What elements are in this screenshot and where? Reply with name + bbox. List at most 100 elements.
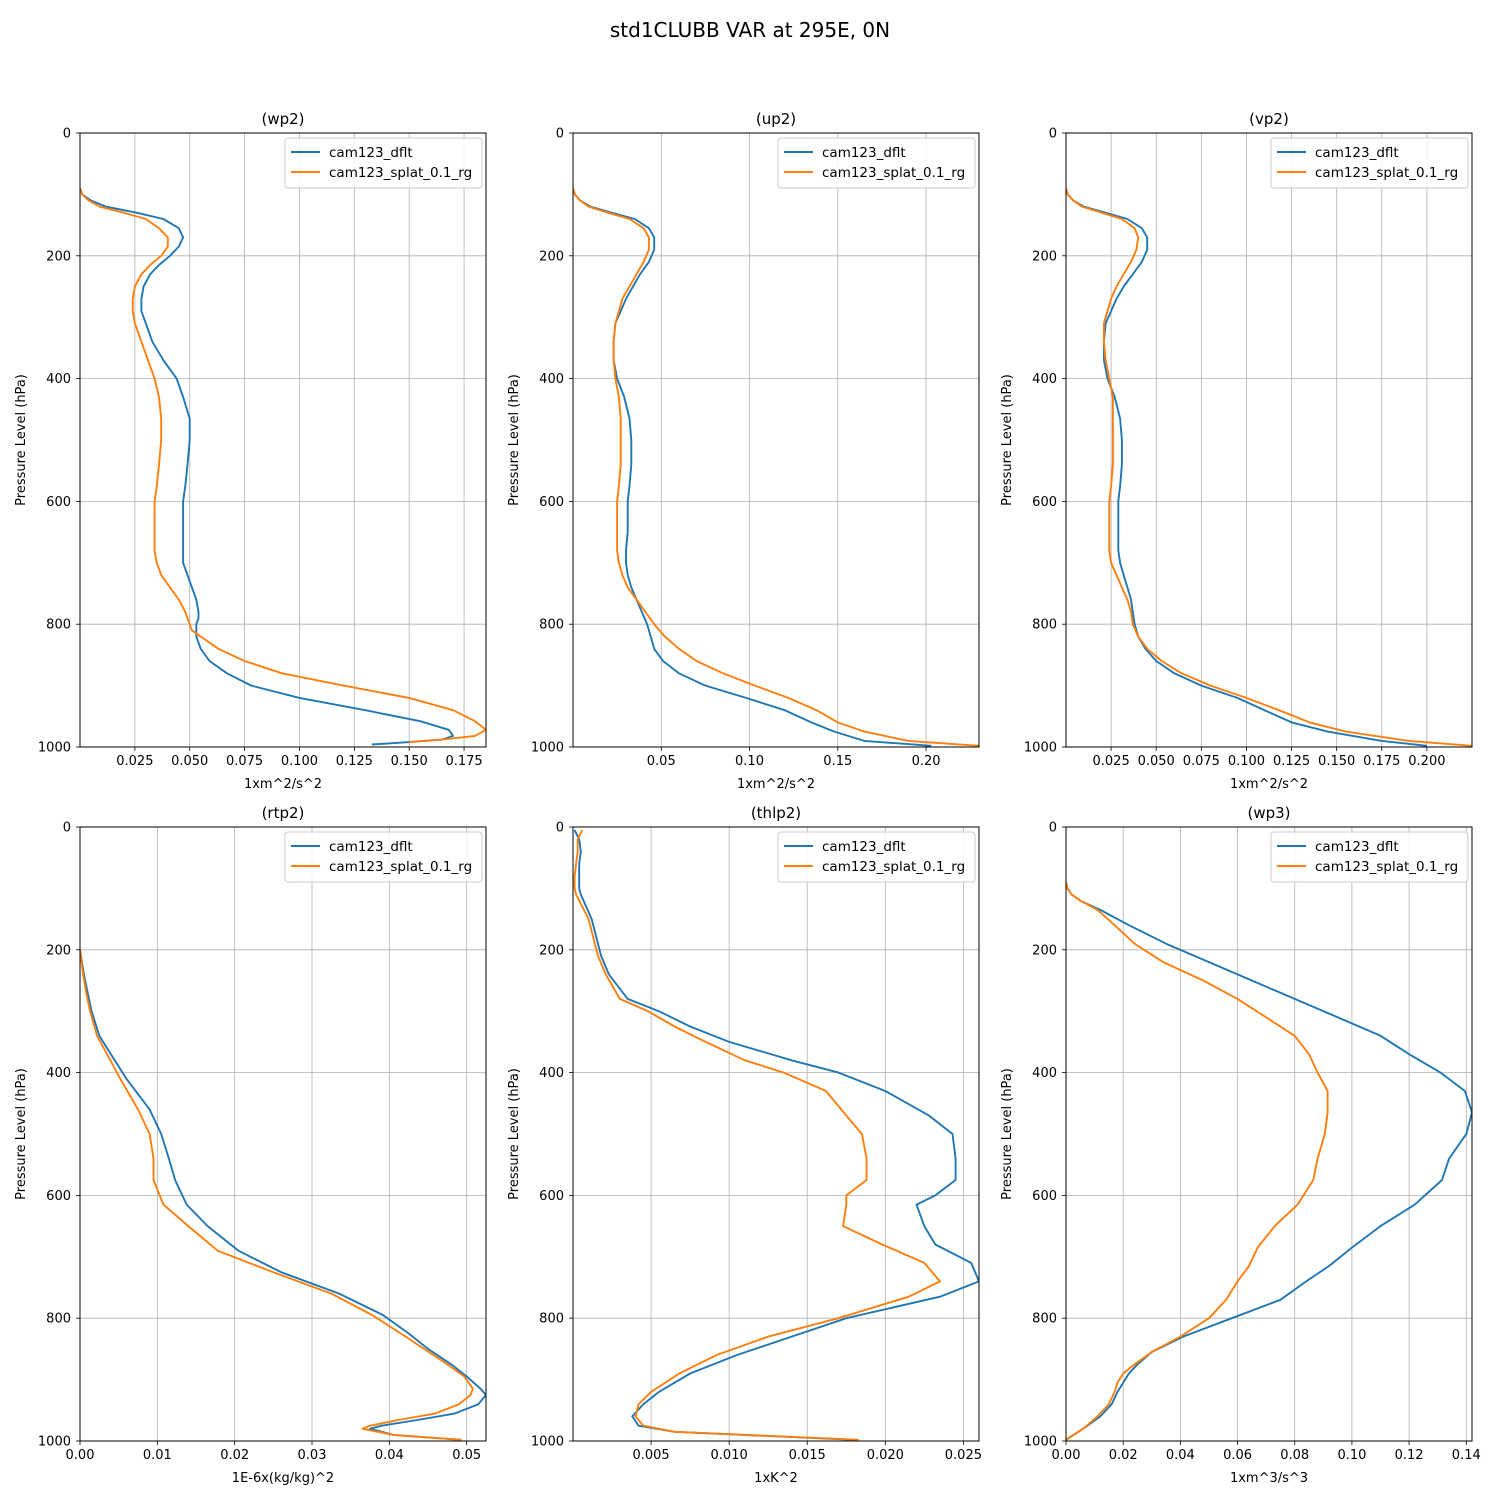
x-tick-label: 0.12 (1395, 1448, 1424, 1463)
x-tick-label: 0.075 (226, 754, 263, 769)
legend-entry: cam123_splat_0.1_rg (822, 859, 965, 875)
series-line-cam123_splat_0.1_rg (1066, 882, 1329, 1441)
x-tick-label: 0.025 (1093, 754, 1130, 769)
legend-entry: cam123_dflt (1315, 145, 1399, 161)
legend-entry: cam123_splat_0.1_rg (329, 859, 472, 875)
y-tick-label: 1000 (531, 1435, 564, 1450)
y-axis-label: Pressure Level (hPa) (14, 1068, 29, 1200)
x-axis-label: 1xm^2/s^2 (244, 777, 322, 792)
plot-frame (1065, 826, 1473, 1442)
chart-panel-thlp2: 0.005 0.010 0.015 0.020 0.025 0 200 400 600 800 10… (507, 804, 982, 1486)
y-tick-label: 1000 (38, 1435, 71, 1450)
x-axis-label: 1E-6x(kg/kg)^2 (232, 1471, 334, 1486)
legend-entry: cam123_dflt (329, 145, 413, 161)
series-line-cam123_dflt (1066, 188, 1428, 747)
x-tick-label: 0.02 (220, 1448, 249, 1463)
legend-box (1270, 137, 1469, 189)
x-tick-label: 0.14 (1452, 1448, 1481, 1463)
x-tick-label: 0.125 (1273, 754, 1310, 769)
x-tick-label: 0.150 (391, 754, 428, 769)
x-tick-label: 0.20 (912, 754, 941, 769)
y-tick-label: 0 (556, 821, 564, 836)
legend-entry: cam123_dflt (329, 839, 413, 855)
y-tick-label: 400 (46, 372, 71, 387)
legend-entry: cam123_dflt (822, 839, 906, 855)
x-tick-label: 0.050 (171, 754, 208, 769)
y-tick-label: 1000 (1024, 741, 1057, 756)
series-line-cam123_dflt (573, 188, 932, 747)
x-tick-label: 0.150 (1318, 754, 1355, 769)
plot-frame (572, 826, 980, 1442)
panel-title: (wp2) (261, 110, 304, 128)
y-tick-label: 200 (46, 249, 71, 264)
series-line-cam123_splat_0.1_rg (80, 949, 474, 1441)
legend-box (1270, 831, 1469, 883)
y-tick-label: 400 (539, 372, 564, 387)
y-tick-label: 200 (1032, 943, 1057, 958)
x-tick-label: 0.15 (823, 754, 852, 769)
x-tick-label: 0.01 (143, 1448, 172, 1463)
x-tick-label: 0.100 (1228, 754, 1265, 769)
y-tick-label: 200 (1032, 249, 1057, 264)
y-tick-label: 800 (1032, 1312, 1057, 1327)
x-tick-label: 0.02 (1109, 1448, 1138, 1463)
series-line-cam123_splat_0.1_rg (1066, 188, 1472, 747)
plot-frame (79, 826, 487, 1442)
x-tick-label: 0.04 (1166, 1448, 1195, 1463)
legend-entry: cam123_splat_0.1_rg (1315, 165, 1458, 181)
legend: cam123_dflt cam123_splat_0.1_rg (284, 137, 483, 189)
y-tick-label: 800 (539, 1312, 564, 1327)
x-tick-label: 0.10 (735, 754, 764, 769)
panel-title: (rtp2) (262, 804, 305, 822)
y-tick-label: 400 (46, 1066, 71, 1081)
y-tick-label: 800 (1032, 618, 1057, 633)
y-tick-label: 200 (539, 943, 564, 958)
y-tick-label: 0 (556, 127, 564, 142)
x-axis-label: 1xm^2/s^2 (737, 777, 815, 792)
y-axis-label: Pressure Level (hPa) (14, 374, 29, 506)
x-tick-label: 0.015 (789, 1448, 826, 1463)
legend-entry: cam123_splat_0.1_rg (822, 165, 965, 181)
panel-title: (up2) (756, 110, 796, 128)
x-tick-label: 0.010 (711, 1448, 748, 1463)
y-axis-label: Pressure Level (hPa) (1000, 1068, 1015, 1200)
series-line-cam123_dflt (80, 187, 455, 746)
chart-panel-wp3: 0.00 0.02 0.04 0.06 0.08 0.10 0.12 0.14 0 200 400 6… (1000, 804, 1481, 1486)
legend: cam123_dflt cam123_splat_0.1_rg (284, 831, 483, 883)
x-axis-label: 1xm^3/s^3 (1230, 1471, 1308, 1486)
series-line-cam123_dflt (1066, 882, 1472, 1441)
y-tick-label: 800 (46, 1312, 71, 1327)
legend: cam123_dflt cam123_splat_0.1_rg (1270, 137, 1469, 189)
y-tick-label: 0 (63, 127, 71, 142)
panel-title: (vp2) (1249, 110, 1289, 128)
legend-box (284, 831, 483, 883)
figure-title: std1CLUBB VAR at 295E, 0N (610, 18, 890, 42)
legend-entry: cam123_splat_0.1_rg (329, 165, 472, 181)
x-tick-label: 0.075 (1183, 754, 1220, 769)
x-tick-label: 0.025 (116, 754, 153, 769)
x-tick-label: 0.050 (1138, 754, 1175, 769)
y-tick-label: 600 (1032, 495, 1057, 510)
panel-title: (wp3) (1247, 804, 1290, 822)
y-axis-label: Pressure Level (hPa) (507, 1068, 522, 1200)
x-tick-label: 0.10 (1337, 1448, 1366, 1463)
x-tick-label: 0.175 (1363, 754, 1400, 769)
x-axis-label: 1xK^2 (754, 1471, 798, 1486)
x-tick-label: 0.005 (632, 1448, 669, 1463)
chart-panel-wp2: 0.025 0.050 0.075 0.100 0.125 0.150 0.175 0 200 4… (14, 110, 487, 792)
y-tick-label: 0 (1049, 127, 1057, 142)
y-tick-label: 600 (1032, 1189, 1057, 1204)
legend-entry: cam123_dflt (822, 145, 906, 161)
y-tick-label: 0 (1049, 821, 1057, 836)
plot-frame (572, 132, 980, 748)
y-axis-label: Pressure Level (hPa) (1000, 374, 1015, 506)
x-axis-label: 1xm^2/s^2 (1230, 777, 1308, 792)
panel-title: (thlp2) (751, 804, 801, 822)
legend-box (284, 137, 483, 189)
series-line-cam123_dflt (573, 829, 979, 1441)
y-tick-label: 400 (1032, 372, 1057, 387)
y-tick-label: 800 (539, 618, 564, 633)
y-tick-label: 200 (539, 249, 564, 264)
series-line-cam123_splat_0.1_rg (573, 188, 979, 747)
